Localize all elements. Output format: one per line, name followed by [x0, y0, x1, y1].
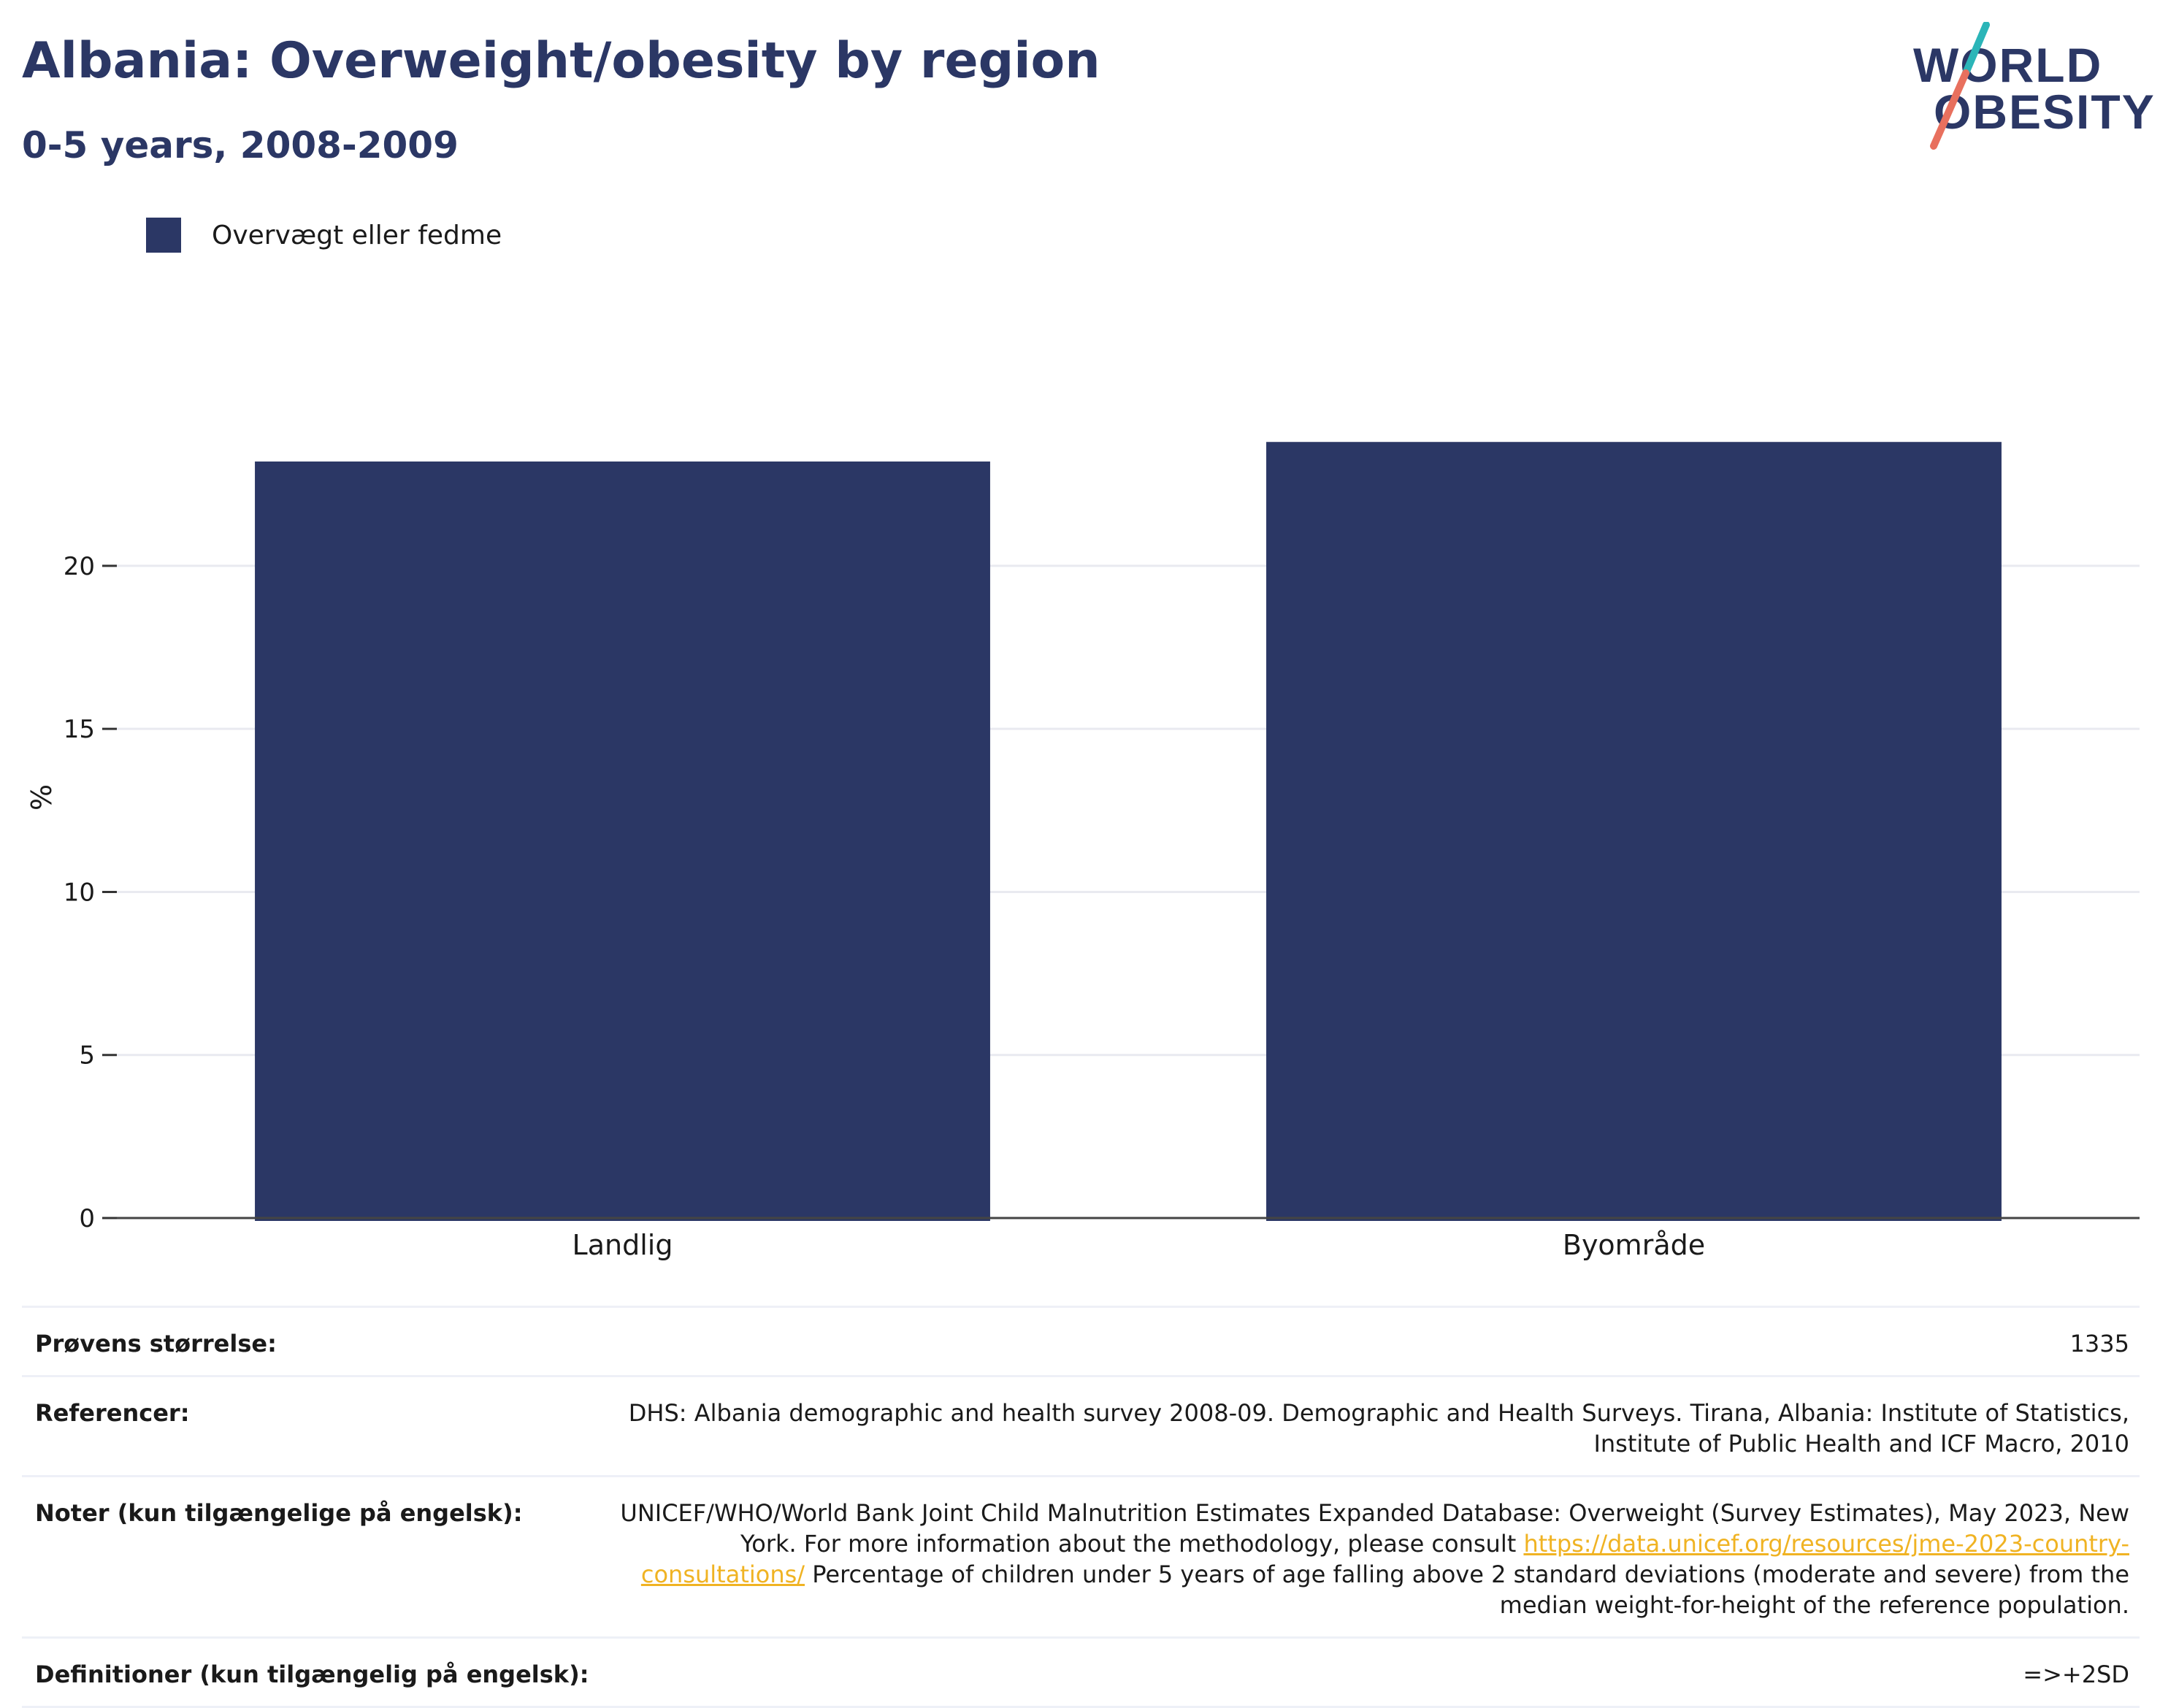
notes-text: UNICEF/WHO/World Bank Joint Child Malnut…: [620, 1499, 2129, 1558]
y-tick-label: 5: [79, 1041, 95, 1071]
y-tick-label: 10: [64, 878, 95, 907]
chart-title: Albania: Overweight/obesity by region: [22, 32, 1100, 90]
y-tick-label: 0: [79, 1204, 95, 1233]
x-tick-label: Landlig: [572, 1229, 673, 1261]
legend-swatch: [146, 218, 181, 253]
legend: Overvægt eller fedme: [146, 218, 502, 253]
legend-label: Overvægt eller fedme: [212, 220, 502, 250]
footer-row-sample: Prøvens størrelse: 1335: [22, 1308, 2140, 1377]
notes-link[interactable]: https://data.unicef.org/resources/jme-20…: [640, 1530, 2129, 1588]
footer-row-definitions: Definitioner (kun tilgængelig på engelsk…: [22, 1639, 2140, 1708]
logo-line1: WORLD: [1913, 38, 2103, 92]
x-tick-label: Byområde: [1563, 1229, 1705, 1261]
logo-slash-icon: [1930, 22, 1990, 150]
footer-row-notes: Noter (kun tilgængelige på engelsk): UNI…: [22, 1477, 2140, 1639]
logo-line2: OBESITY: [1934, 85, 2156, 139]
y-tick-label: 15: [64, 715, 95, 744]
bar-chart: 0 5 10 15 20% Landlig Byområde: [26, 442, 2140, 1261]
references-label: Referencer:: [35, 1399, 190, 1427]
chart-subtitle: 0-5 years, 2008-2009: [22, 124, 459, 166]
bar: [255, 462, 990, 1221]
notes-text-post: Percentage of children under 5 years of …: [805, 1560, 2129, 1619]
world-obesity-logo: WORLD OBESITY: [1899, 22, 2154, 153]
notes-label: Noter (kun tilgængelige på engelsk):: [35, 1499, 523, 1527]
chart-footer: Prøvens størrelse: 1335 Referencer: DHS:…: [22, 1306, 2140, 1708]
definitions-value: =>+2SD: [2023, 1661, 2129, 1688]
references-value: DHS: Albania demographic and health surv…: [628, 1399, 2129, 1458]
y-axis-label: %: [26, 784, 58, 811]
sample-size-value: 1335: [2069, 1330, 2129, 1357]
notes-value: UNICEF/WHO/World Bank Joint Child Malnut…: [610, 1498, 2129, 1620]
sample-size-label: Prøvens størrelse:: [35, 1330, 277, 1357]
definitions-label: Definitioner (kun tilgængelig på engelsk…: [35, 1661, 589, 1688]
footer-row-references: Referencer: DHS: Albania demographic and…: [22, 1377, 2140, 1477]
y-tick-label: 20: [64, 552, 95, 581]
bar: [1266, 442, 2002, 1221]
